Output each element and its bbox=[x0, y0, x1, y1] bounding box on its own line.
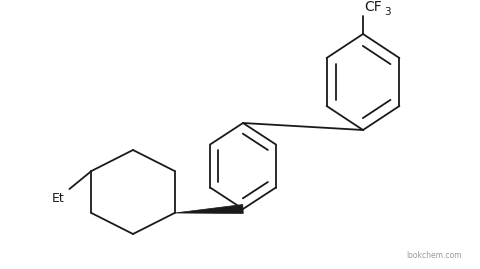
Text: Et: Et bbox=[52, 192, 65, 205]
Text: 3: 3 bbox=[384, 7, 391, 17]
Polygon shape bbox=[175, 204, 243, 214]
Text: CF: CF bbox=[364, 0, 382, 14]
Text: lookchem.com: lookchem.com bbox=[407, 251, 462, 260]
